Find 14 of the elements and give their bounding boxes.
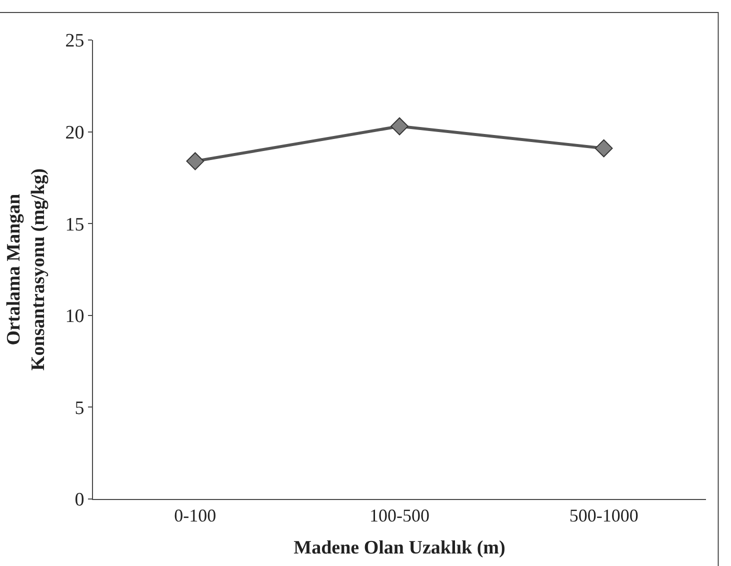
point — [594, 139, 613, 158]
x-tick-label: 500-1000 — [569, 506, 638, 526]
x-axis-title: Madene Olan Uzaklık (m) — [294, 537, 506, 558]
point — [390, 117, 408, 136]
y-tick-label: 25 — [65, 30, 84, 52]
y-tick-label: 0 — [74, 490, 84, 511]
y-axis-title: Ortalama Mangan Konsantrasyonu (mg/kg) — [3, 168, 50, 371]
point — [186, 152, 204, 170]
y-tick-label: 5 — [74, 398, 84, 419]
x-tick-label: 0-100 — [174, 506, 216, 526]
y-tick-label: 15 — [65, 214, 84, 236]
y-tick-label: 10 — [65, 306, 84, 328]
y-tick-label: 20 — [65, 122, 84, 144]
x-tick-label: 100-500 — [370, 506, 430, 526]
